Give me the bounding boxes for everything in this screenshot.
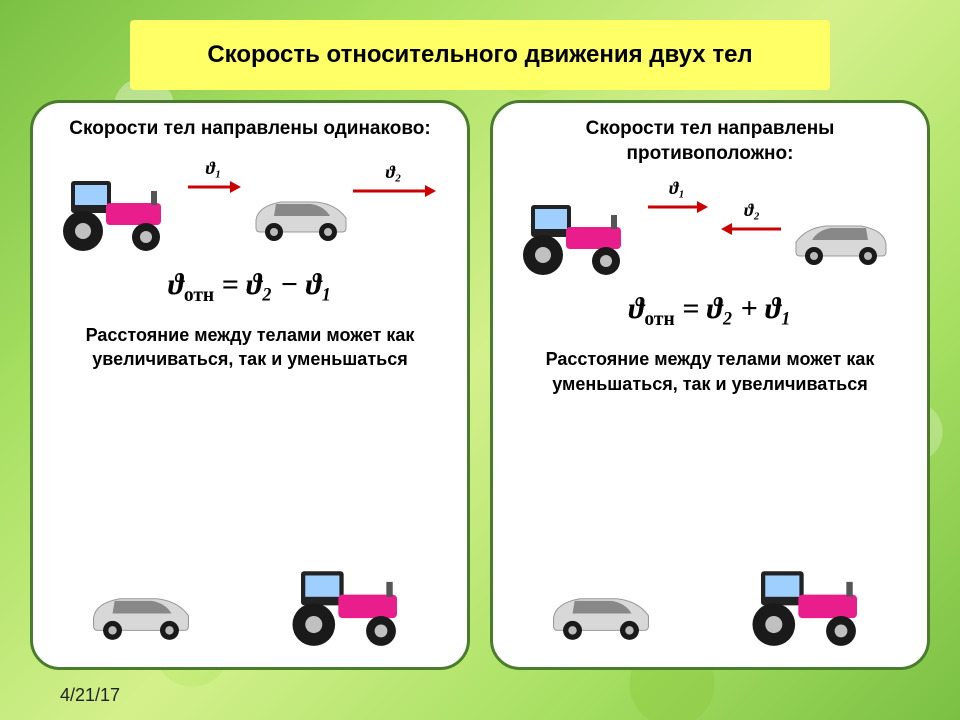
diagram-bottom bbox=[511, 553, 909, 653]
tractor-icon bbox=[739, 552, 879, 653]
tractor-icon bbox=[279, 552, 419, 653]
arrow-right-icon bbox=[186, 179, 241, 195]
diagram-top: ϑ₁ ϑ₂ bbox=[511, 172, 909, 282]
tractor-icon bbox=[51, 163, 181, 258]
panel-opposite-direction: Скорости тел направлены противоположно: … bbox=[490, 100, 930, 670]
car-icon bbox=[786, 212, 896, 272]
arrow-right-icon bbox=[351, 183, 436, 199]
formula-lhs: ϑ bbox=[629, 292, 645, 325]
car-icon bbox=[81, 584, 201, 647]
tractor-icon bbox=[511, 187, 641, 282]
arrow-left-icon bbox=[721, 221, 783, 237]
panel-subtitle: Скорости тел направлены одинаково: bbox=[51, 117, 449, 142]
footer-date: 4/21/17 bbox=[60, 685, 120, 706]
v2-label: ϑ₂ bbox=[744, 200, 760, 221]
slide-title-bar: Скорость относительного движения двух те… bbox=[130, 20, 830, 90]
panel-same-direction: Скорости тел направлены одинаково: ϑ₁ bbox=[30, 100, 470, 670]
diagram-top: ϑ₁ ϑ₂ bbox=[51, 148, 449, 258]
formula: ϑотн = ϑ₂ − ϑ₁ bbox=[51, 268, 449, 307]
formula: ϑотн = ϑ₂ + ϑ₁ bbox=[511, 292, 909, 331]
formula-rhs: = ϑ₂ − ϑ₁ bbox=[214, 268, 332, 301]
panels-row: Скорости тел направлены одинаково: ϑ₁ bbox=[30, 100, 930, 670]
v1-label: ϑ₁ bbox=[206, 158, 222, 179]
formula-sub: отн bbox=[644, 309, 674, 330]
diagram-bottom bbox=[51, 553, 449, 653]
formula-lhs: ϑ bbox=[168, 268, 184, 301]
v2-label: ϑ₂ bbox=[386, 162, 402, 183]
v1-label: ϑ₁ bbox=[669, 178, 685, 199]
v1-arrow-group: ϑ₁ bbox=[186, 158, 241, 195]
arrow-right-icon bbox=[646, 199, 708, 215]
formula-sub: отн bbox=[184, 285, 214, 306]
v1-arrow-group: ϑ₁ bbox=[646, 178, 708, 215]
distance-note: Расстояние между телами может как уменьш… bbox=[511, 347, 909, 396]
v2-arrow-group: ϑ₂ bbox=[351, 162, 436, 199]
car-icon bbox=[541, 584, 661, 647]
panel-subtitle: Скорости тел направлены противоположно: bbox=[511, 117, 909, 166]
v2-arrow-group: ϑ₂ bbox=[721, 200, 783, 237]
slide-title-text: Скорость относительного движения двух те… bbox=[207, 40, 752, 70]
distance-note: Расстояние между телами может как увелич… bbox=[51, 323, 449, 372]
formula-rhs: = ϑ₂ + ϑ₁ bbox=[675, 292, 792, 325]
car-icon bbox=[246, 188, 356, 248]
